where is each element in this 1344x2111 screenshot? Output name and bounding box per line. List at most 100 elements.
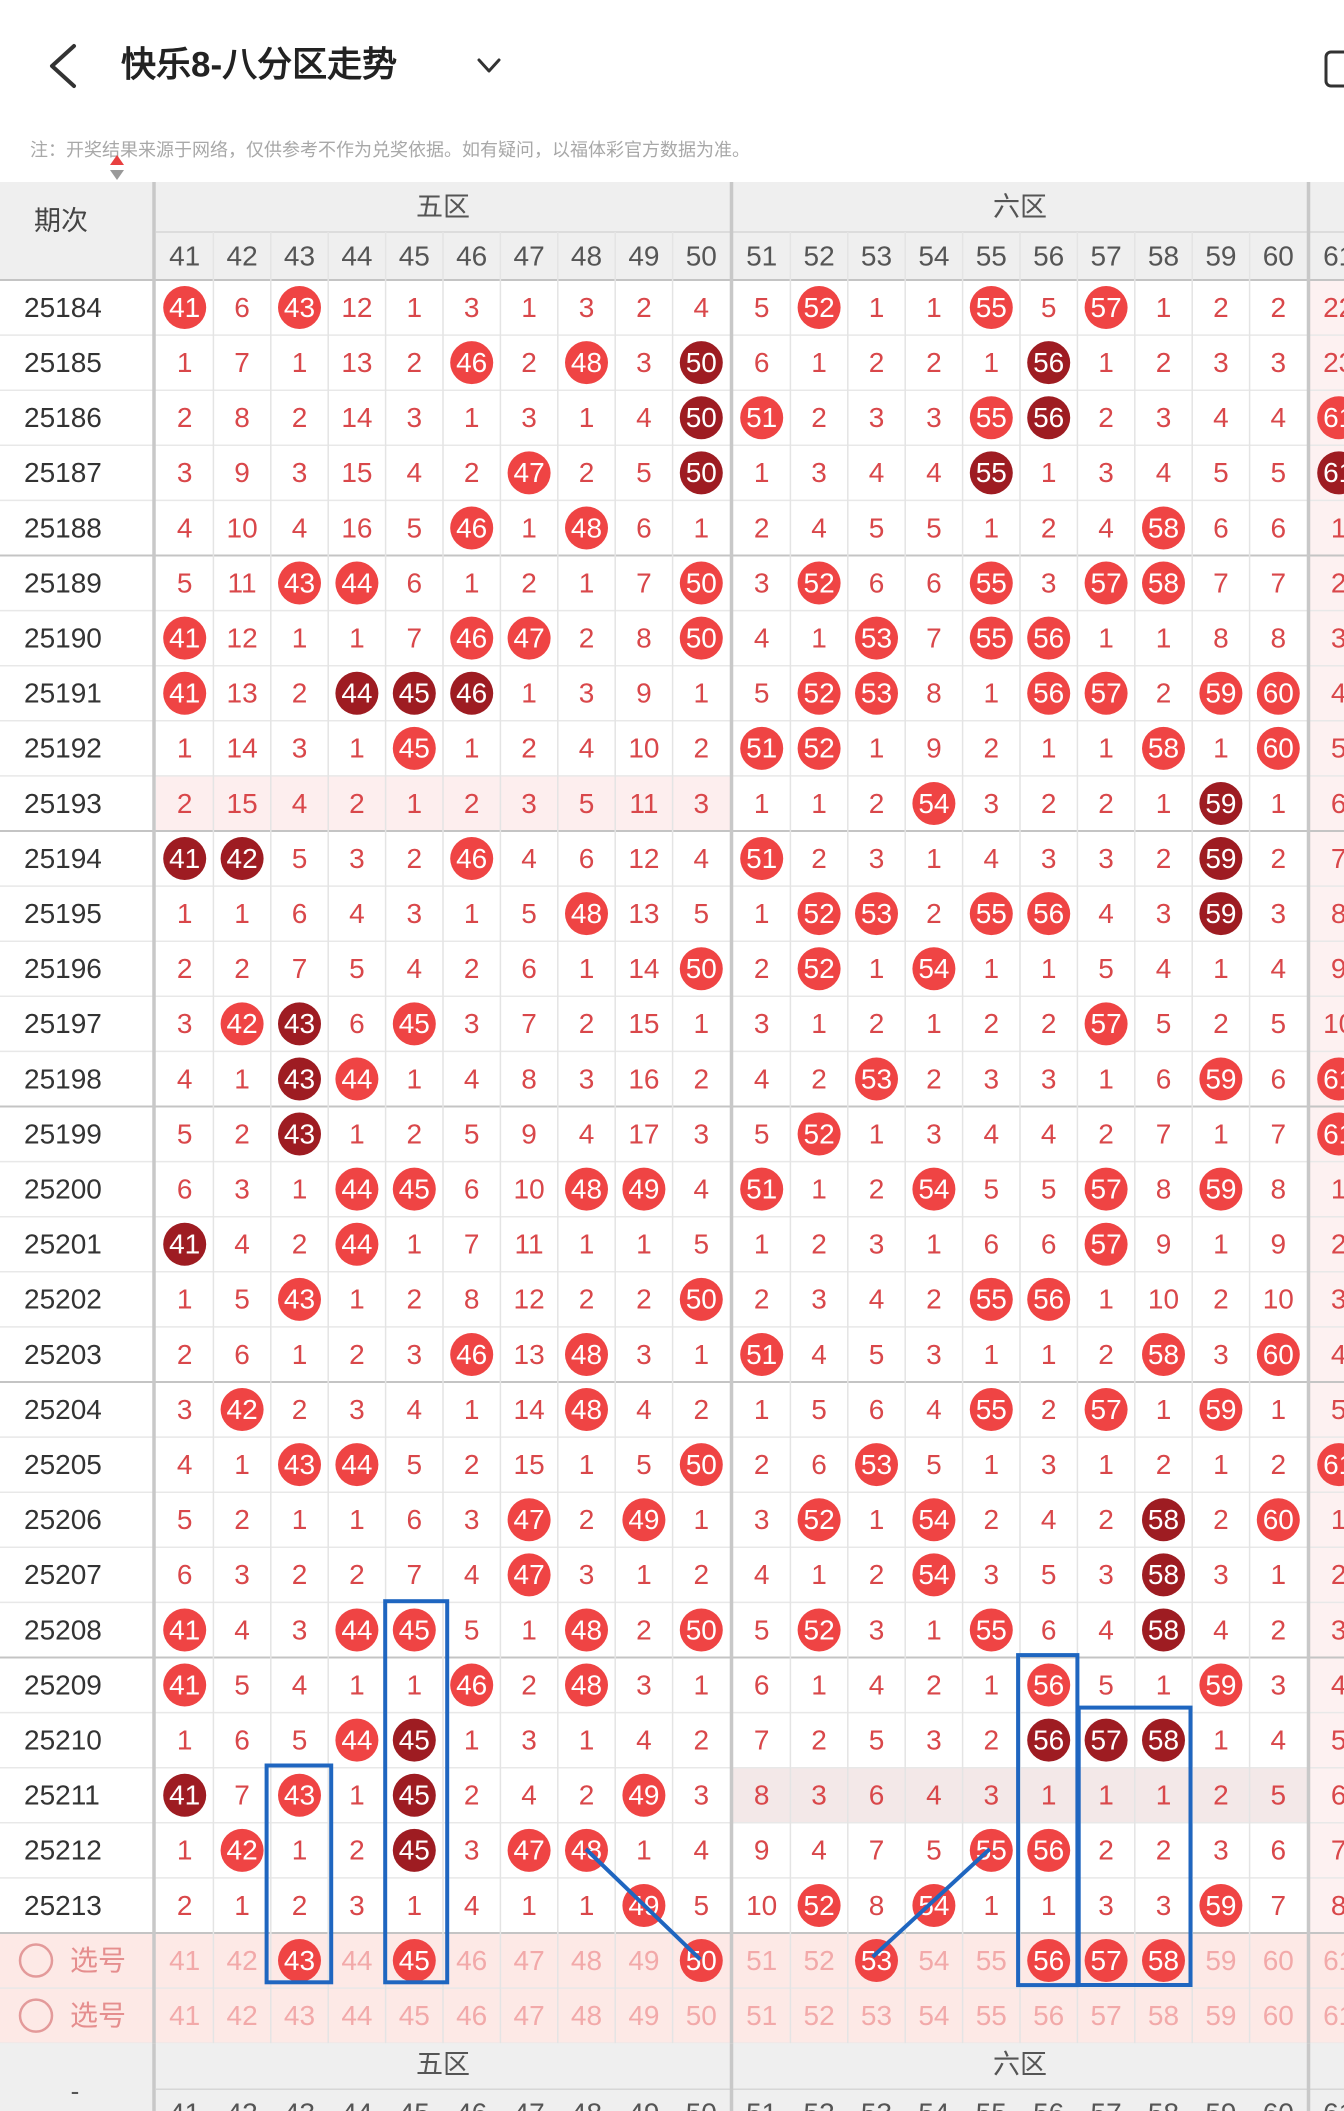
issue-number: 25204 — [24, 1394, 102, 1425]
cell-number: 5 — [407, 1449, 423, 1480]
cell-number: 5 — [694, 1229, 710, 1260]
cell-number: 5 — [926, 1449, 942, 1480]
cell-number: 2 — [1213, 1504, 1229, 1535]
cell-number: 49 — [628, 1174, 659, 1205]
issue-number: 25206 — [24, 1504, 102, 1535]
cell-number: 1 — [1041, 1339, 1057, 1370]
cell-number: 3 — [234, 1559, 250, 1590]
ball-hit — [278, 1773, 321, 1817]
cell-number: 57 — [1091, 1229, 1122, 1260]
cell-number: 2 — [754, 953, 770, 984]
cell-number: 3 — [579, 1063, 595, 1094]
cell-number: 3 — [754, 567, 770, 598]
cell-number: 1 — [694, 512, 710, 543]
page-title: 快乐8-八分区走势 — [121, 45, 397, 84]
cell-number: 2 — [579, 623, 595, 654]
cell-number: 59 — [1205, 1174, 1236, 1205]
cell-number: 1 — [1041, 953, 1057, 984]
cell-number: 6 — [1271, 512, 1287, 543]
cell-number: 1 — [1098, 1780, 1114, 1811]
cell-number: 1 — [1271, 1394, 1287, 1425]
cell-number: 43 — [284, 1780, 315, 1811]
ball-repeat — [220, 837, 264, 881]
column-number: 60 — [1263, 2098, 1294, 2111]
cell-number: 4 — [1041, 1118, 1057, 1149]
cell-number: 57 — [1091, 1945, 1122, 1976]
cell-number: 3 — [407, 1339, 423, 1370]
cell-number: 3 — [869, 1229, 885, 1260]
ball-hit — [740, 837, 784, 881]
cell-number: 6 — [869, 567, 885, 598]
issue-header: 期次 — [34, 206, 88, 236]
cell-number: 6 — [177, 1559, 193, 1590]
ball-hit — [797, 1608, 841, 1652]
ball-hit — [335, 1443, 379, 1487]
cell-number: 59 — [1205, 788, 1236, 819]
issue-number: 25184 — [24, 292, 102, 323]
cell-number: 5 — [521, 898, 537, 929]
cell-number: 3 — [349, 843, 365, 874]
cell-number: 1 — [521, 512, 537, 543]
ball-hit — [1142, 1332, 1185, 1376]
cell-number: 49 — [628, 2000, 659, 2031]
cell-number: 1 — [1041, 457, 1057, 488]
cell-number: 43 — [284, 292, 315, 323]
cell-number: 48 — [571, 512, 602, 543]
cell-number: 2 — [349, 788, 365, 819]
cell-number: 6 — [926, 567, 942, 598]
cell-number: 1 — [1098, 1063, 1114, 1094]
issue-number: 25209 — [24, 1669, 102, 1700]
ball-hit — [507, 616, 551, 660]
cell-number: 45 — [399, 1835, 430, 1866]
cell-number: 3 — [292, 1614, 308, 1645]
cell-number: 5 — [1156, 1008, 1172, 1039]
cell-number: 2 — [234, 953, 250, 984]
issue-number: 25192 — [24, 733, 102, 764]
cell-number: 2 — [1098, 788, 1114, 819]
cell-number: 2 — [1156, 347, 1172, 378]
cell-number: 45 — [399, 1780, 430, 1811]
cell-number: 3 — [1271, 1669, 1287, 1700]
column-number: 41 — [169, 240, 200, 271]
ball-hit — [335, 1167, 379, 1211]
cell-number: 2 — [407, 843, 423, 874]
select-radio[interactable] — [18, 1943, 54, 1978]
cell-number: 1 — [926, 1229, 942, 1260]
cell-number: 1 — [1156, 1669, 1172, 1700]
ball-hit — [278, 561, 321, 605]
dropdown-icon[interactable] — [477, 58, 501, 73]
column-number: 42 — [227, 2098, 258, 2111]
ball-repeat — [1142, 1608, 1185, 1652]
ball-hit — [1317, 1443, 1344, 1487]
cell-number: 52 — [804, 898, 835, 929]
cell-number: 4 — [869, 457, 885, 488]
back-button[interactable] — [50, 44, 76, 88]
ball-hit — [1084, 1388, 1128, 1432]
cell-number: 3 — [926, 1339, 942, 1370]
cell-number: 8 — [869, 1890, 885, 1921]
cell-number: 51 — [746, 1339, 777, 1370]
cell-number: 5 — [1331, 1725, 1344, 1756]
issue-number: 25212 — [24, 1835, 102, 1866]
cell-number: 1 — [811, 788, 827, 819]
cell-number: 2 — [521, 1669, 537, 1700]
cell-number: 1 — [694, 1504, 710, 1535]
cell-number: 5 — [177, 567, 193, 598]
cell-number: 2 — [1098, 402, 1114, 433]
menu-icon[interactable] — [1324, 50, 1344, 88]
cell-number: 3 — [1098, 843, 1114, 874]
ball-hit — [1084, 1002, 1128, 1046]
cell-number: 13 — [341, 347, 372, 378]
ball-hit — [797, 726, 841, 770]
cell-number: 4 — [234, 1614, 250, 1645]
cell-number: 1 — [869, 733, 885, 764]
cell-number: 47 — [514, 623, 545, 654]
ball-hit — [565, 1332, 608, 1376]
cell-number: 52 — [804, 1945, 835, 1976]
select-radio[interactable] — [18, 1998, 54, 2033]
cell-number: 11 — [515, 1229, 544, 1260]
cell-number: 1 — [407, 1890, 423, 1921]
cell-number: 7 — [1331, 843, 1344, 874]
cell-number: 45 — [399, 733, 430, 764]
